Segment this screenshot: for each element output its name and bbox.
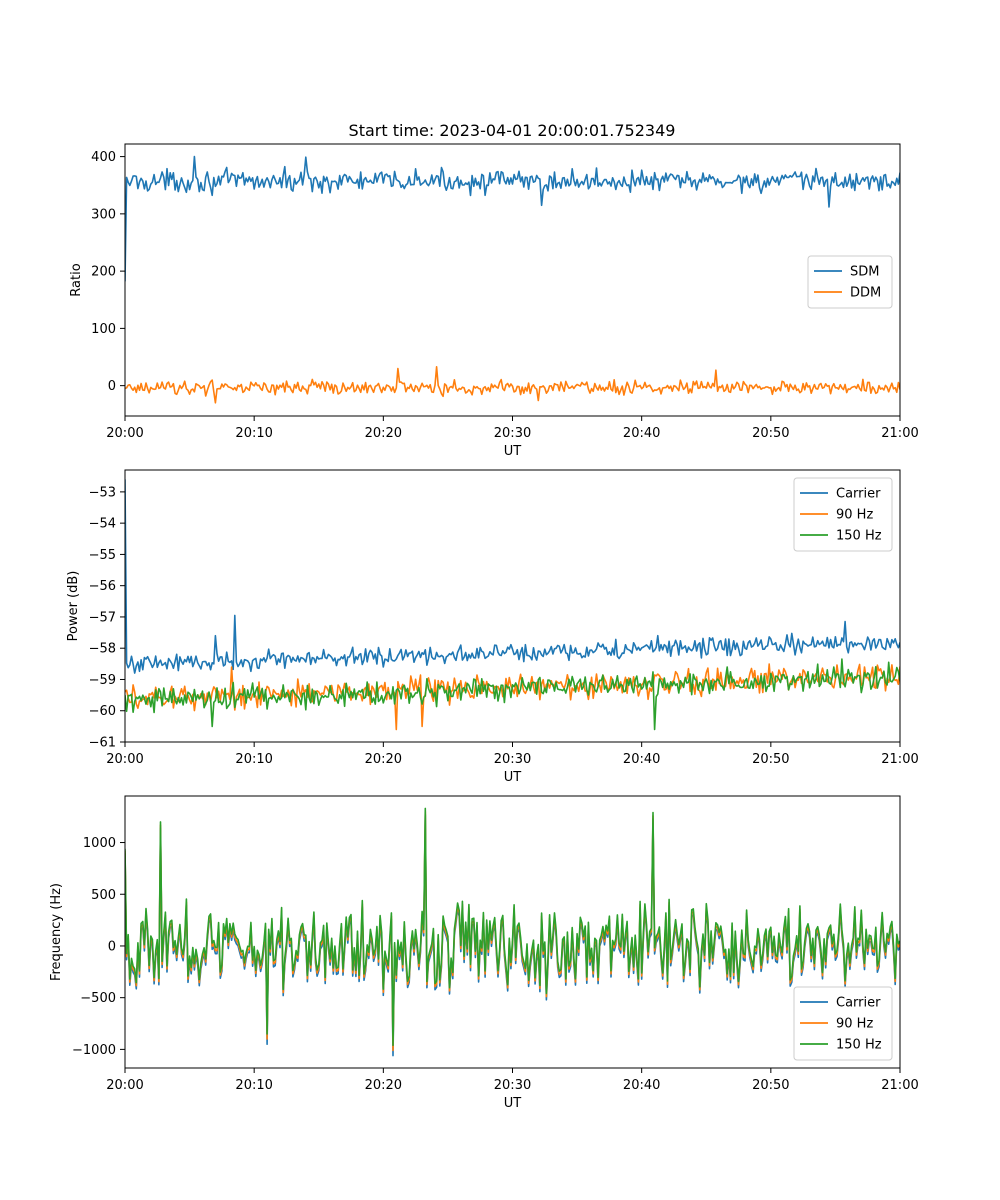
x-tick-label: 20:20 (365, 752, 402, 767)
y-tick-label: 100 (91, 322, 116, 337)
y-tick-label: 1000 (83, 836, 116, 851)
y-axis-label: Frequency (Hz) (49, 883, 64, 981)
x-tick-label: 20:00 (106, 1078, 143, 1093)
y-tick-label: 0 (108, 379, 116, 394)
x-tick-label: 20:20 (365, 1078, 402, 1093)
panel-2: 20:00 20:10 20:20 20:30 20:40 20:50 21:00 −61 −6… (66, 469, 919, 785)
x-tick-label: 20:40 (623, 752, 660, 767)
series-line-150-hz (125, 658, 900, 731)
legend: SDM DDM (807, 255, 893, 309)
legend: Carrier 90 Hz 150 Hz (793, 986, 893, 1061)
series-group (125, 807, 900, 1057)
y-tick-label: −1000 (72, 1043, 116, 1058)
y-tick-label: −55 (89, 548, 116, 563)
panel-3: 20:00 20:10 20:20 20:30 20:40 20:50 21:00 −1000… (49, 795, 919, 1111)
legend-entry: 90 Hz (836, 1017, 873, 1032)
legend-box (793, 477, 893, 552)
legend-entry: DDM (850, 286, 881, 301)
x-axis-label: UT (504, 1096, 522, 1111)
y-tick-label: 200 (91, 265, 116, 280)
series-line-ddm (125, 366, 900, 404)
x-axis-label: UT (504, 770, 522, 785)
y-tick-label: −59 (89, 673, 116, 688)
legend-box (807, 255, 893, 309)
x-tick-label: 20:50 (752, 1078, 789, 1093)
y-tick-label: −58 (89, 642, 116, 657)
y-tick-label: 400 (91, 150, 116, 165)
x-tick-label: 20:00 (106, 752, 143, 767)
x-tick-label: 21:00 (881, 426, 918, 441)
figure-title: Start time: 2023-04-01 20:00:01.752349 (349, 121, 676, 140)
x-tick-label: 20:50 (752, 752, 789, 767)
legend-entry: Carrier (836, 487, 881, 502)
legend-box (793, 986, 893, 1061)
y-axis-label: Ratio (69, 263, 84, 296)
legend-entry: 150 Hz (836, 1038, 882, 1053)
x-tick-label: 20:30 (494, 1078, 531, 1093)
y-tick-label: −54 (89, 517, 116, 532)
series-group (125, 155, 900, 404)
x-tick-label: 20:10 (235, 1078, 272, 1093)
x-tick-label: 20:10 (235, 752, 272, 767)
y-tick-label: −53 (89, 485, 116, 500)
series-line-carrier (125, 479, 900, 674)
y-tick-label: −56 (89, 579, 116, 594)
series-line-sdm (125, 155, 900, 282)
x-tick-label: 20:10 (235, 426, 272, 441)
y-tick-label: 0 (108, 939, 116, 954)
legend-entry: Carrier (836, 996, 881, 1011)
y-axis-label: Power (dB) (66, 571, 81, 642)
y-tick-label: −60 (89, 704, 116, 719)
x-tick-label: 20:00 (106, 426, 143, 441)
x-axis-label: UT (504, 444, 522, 459)
y-tick-label: −57 (89, 610, 116, 625)
panel-1: 20:00 20:10 20:20 20:30 20:40 20:50 21:00 0 100 2… (69, 143, 919, 459)
series-line-150-hz (125, 807, 900, 1046)
x-tick-label: 20:40 (623, 426, 660, 441)
y-tick-label: 500 (91, 888, 116, 903)
legend-entry: 150 Hz (836, 529, 882, 544)
legend: Carrier 90 Hz 150 Hz (793, 477, 893, 552)
x-tick-label: 20:30 (494, 752, 531, 767)
legend-entry: SDM (850, 265, 879, 280)
x-tick-label: 20:40 (623, 1078, 660, 1093)
x-tick-label: 20:50 (752, 426, 789, 441)
x-tick-label: 20:30 (494, 426, 531, 441)
x-tick-label: 21:00 (881, 752, 918, 767)
x-tick-label: 20:20 (365, 426, 402, 441)
y-tick-label: −61 (89, 736, 116, 751)
legend-entry: 90 Hz (836, 508, 873, 523)
y-tick-label: −500 (80, 991, 116, 1006)
x-tick-label: 21:00 (881, 1078, 918, 1093)
series-group (125, 479, 900, 731)
y-tick-label: 300 (91, 207, 116, 222)
